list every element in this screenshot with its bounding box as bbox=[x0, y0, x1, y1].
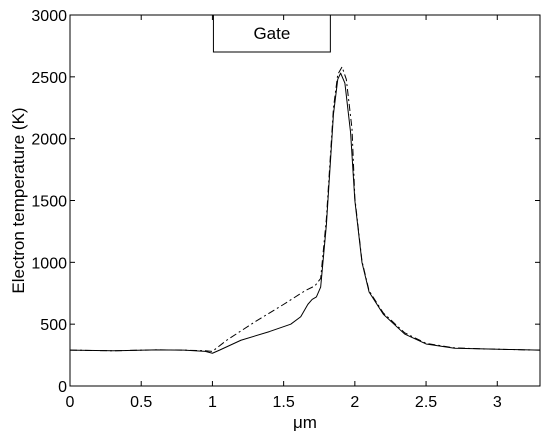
y-tick-label: 1000 bbox=[31, 255, 67, 272]
x-axis-label: μm bbox=[293, 413, 317, 432]
x-tick-label: 3 bbox=[493, 394, 502, 411]
x-tick-label: 0.5 bbox=[130, 394, 152, 411]
y-tick-label: 2000 bbox=[31, 132, 67, 149]
y-axis-label: Electron temperature (K) bbox=[9, 107, 28, 293]
x-tick-label: 1.5 bbox=[273, 394, 295, 411]
gate-annotation: Gate bbox=[212, 14, 331, 53]
x-tick-label: 1 bbox=[208, 394, 217, 411]
y-tick-label: 2500 bbox=[31, 70, 67, 87]
x-tick-label: 2.5 bbox=[415, 394, 437, 411]
y-tick-label: 0 bbox=[58, 379, 67, 396]
plot-frame bbox=[69, 14, 541, 387]
axes-group: 0 0.5 1 1.5 2 2.5 3 0 500 1000 1500 2000 2500 3000 bbox=[31, 8, 540, 411]
series-line-solid bbox=[69, 72, 541, 354]
gate-label: Gate bbox=[253, 24, 290, 43]
y-tick-label: 3000 bbox=[31, 8, 67, 25]
y-tick-label: 1500 bbox=[31, 194, 67, 211]
series-group bbox=[69, 66, 541, 354]
plot-area bbox=[69, 14, 541, 387]
x-tick-label: 2 bbox=[350, 394, 359, 411]
y-tick-label: 500 bbox=[40, 317, 67, 334]
x-tick-label: 0 bbox=[66, 394, 75, 411]
gate-box bbox=[212, 14, 331, 53]
series-line-dashdot bbox=[69, 66, 541, 352]
